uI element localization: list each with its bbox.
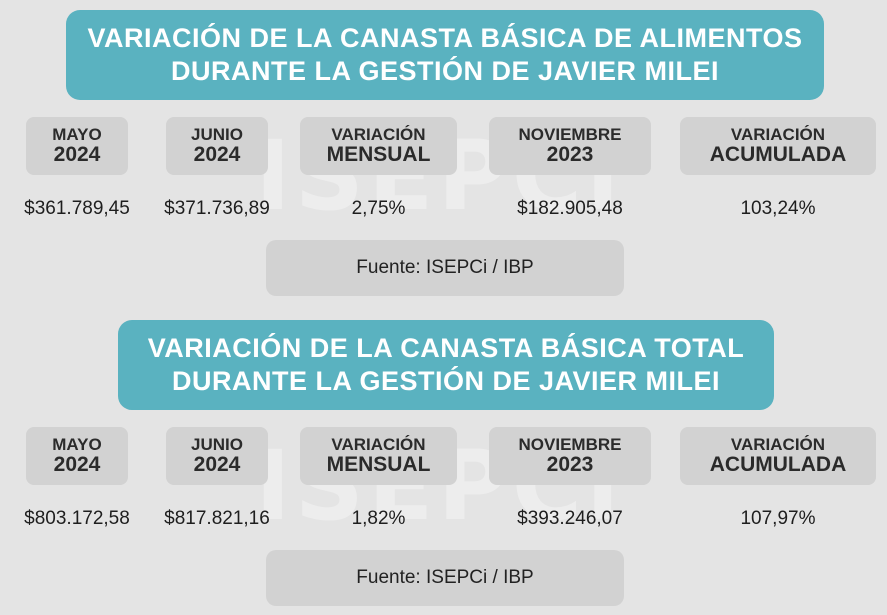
header-year: 2023 [546, 452, 594, 476]
header-label: MAYO [52, 125, 102, 145]
value-junio-2024: $817.821,16 [164, 508, 270, 529]
section-title-line1: VARIACIÓN DE LA CANASTA BÁSICA DE ALIMEN… [87, 23, 803, 53]
header-year: 2024 [53, 142, 101, 166]
header-label: NOVIEMBRE [518, 435, 622, 455]
header-mayo-2024: MAYO 2024 [26, 117, 128, 175]
header-year: 2024 [193, 142, 241, 166]
header-noviembre-2023: NOVIEMBRE 2023 [489, 427, 651, 485]
header-label: VARIACIÓN [730, 435, 826, 455]
header-variacion-acumulada: VARIACIÓN ACUMULADA [680, 427, 876, 485]
value-noviembre-2023: $393.246,07 [517, 508, 623, 529]
value-mayo-2024: $803.172,58 [24, 508, 130, 529]
header-label: JUNIO [191, 435, 243, 455]
section-title-line1: VARIACIÓN DE LA CANASTA BÁSICA TOTAL [147, 333, 745, 363]
header-year: 2024 [53, 452, 101, 476]
header-label: MAYO [52, 435, 102, 455]
section-title-banner: VARIACIÓN DE LA CANASTA BÁSICA TOTAL DUR… [118, 320, 774, 410]
header-sublabel: MENSUAL [326, 452, 431, 476]
header-variacion-mensual: VARIACIÓN MENSUAL [300, 117, 457, 175]
section-title-line2: DURANTE LA GESTIÓN DE JAVIER MILEI [171, 366, 721, 396]
header-label: JUNIO [191, 125, 243, 145]
header-noviembre-2023: NOVIEMBRE 2023 [489, 117, 651, 175]
source-label: Fuente: ISEPCi / IBP [266, 240, 624, 296]
header-sublabel: ACUMULADA [709, 142, 847, 166]
header-junio-2024: JUNIO 2024 [166, 427, 268, 485]
header-junio-2024: JUNIO 2024 [166, 117, 268, 175]
section-title-line2: DURANTE LA GESTIÓN DE JAVIER MILEI [170, 56, 720, 86]
header-label: VARIACIÓN [331, 125, 426, 145]
value-variacion-mensual: 1,82% [351, 508, 406, 529]
value-variacion-mensual: 2,75% [351, 198, 406, 219]
header-sublabel: ACUMULADA [709, 452, 847, 476]
header-mayo-2024: MAYO 2024 [26, 427, 128, 485]
value-mayo-2024: $361.789,45 [24, 198, 130, 219]
source-label: Fuente: ISEPCi / IBP [266, 550, 624, 606]
header-year: 2024 [193, 452, 241, 476]
value-junio-2024: $371.736,89 [164, 198, 270, 219]
header-label: VARIACIÓN [730, 125, 826, 145]
value-noviembre-2023: $182.905,48 [517, 198, 623, 219]
value-variacion-acumulada: 107,97% [740, 508, 816, 529]
section-title-banner: VARIACIÓN DE LA CANASTA BÁSICA DE ALIMEN… [66, 10, 824, 100]
header-year: 2023 [546, 142, 594, 166]
header-label: VARIACIÓN [331, 435, 426, 455]
value-variacion-acumulada: 103,24% [740, 198, 816, 219]
header-variacion-mensual: VARIACIÓN MENSUAL [300, 427, 457, 485]
header-sublabel: MENSUAL [326, 142, 431, 166]
header-label: NOVIEMBRE [518, 125, 622, 145]
header-variacion-acumulada: VARIACIÓN ACUMULADA [680, 117, 876, 175]
